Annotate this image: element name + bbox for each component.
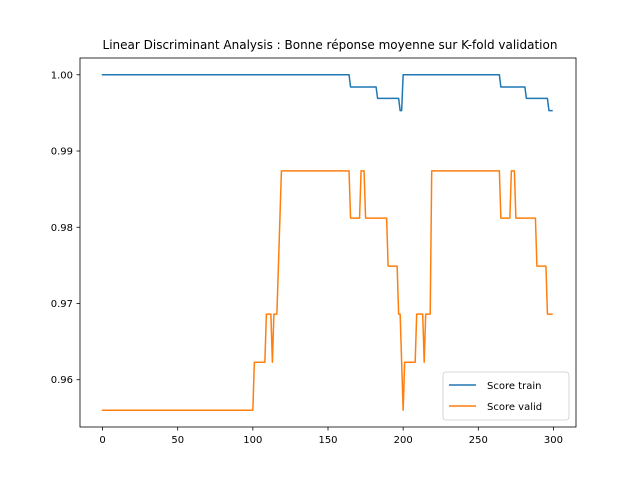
x-tick-label: 300 bbox=[544, 435, 563, 446]
plot-series bbox=[101, 74, 553, 411]
x-tick-label: 250 bbox=[469, 435, 488, 446]
y-tick-label: 1.00 bbox=[51, 70, 73, 81]
y-axis: 0.96 0.97 0.98 0.99 1.00 bbox=[51, 70, 80, 386]
x-tick-label: 150 bbox=[318, 435, 337, 446]
legend-label-score-valid: Score valid bbox=[487, 402, 542, 413]
y-tick-label: 0.97 bbox=[51, 299, 73, 310]
legend: Score train Score valid bbox=[442, 371, 570, 421]
chart-title: Linear Discriminant Analysis : Bonne rép… bbox=[103, 38, 558, 52]
y-tick-label: 0.98 bbox=[51, 223, 73, 234]
y-tick-label: 0.96 bbox=[51, 375, 73, 386]
x-tick-label: 200 bbox=[394, 435, 413, 446]
y-tick-label: 0.99 bbox=[51, 147, 73, 158]
x-axis: 0 50 100 150 200 250 300 bbox=[99, 427, 563, 446]
legend-box bbox=[442, 371, 570, 421]
x-tick-label: 50 bbox=[171, 435, 184, 446]
series-line-score-valid bbox=[101, 170, 553, 411]
x-tick-label: 100 bbox=[243, 435, 262, 446]
legend-label-score-train: Score train bbox=[487, 381, 541, 392]
series-line-score-train bbox=[101, 74, 553, 112]
x-tick-label: 0 bbox=[99, 435, 105, 446]
